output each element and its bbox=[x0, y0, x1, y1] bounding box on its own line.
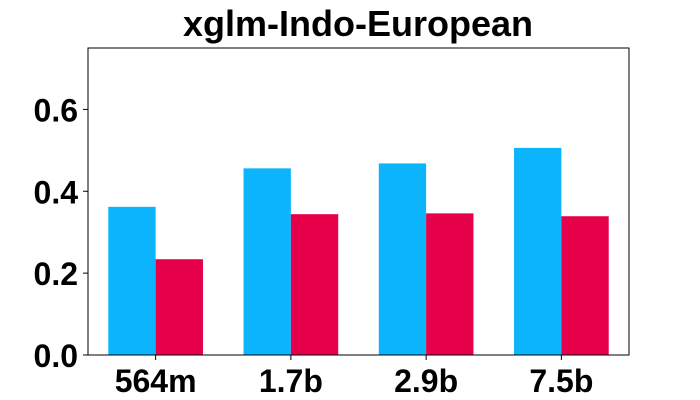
y-axis: 0.0 0.2 0.4 0.6 bbox=[34, 92, 88, 374]
x-tick-label: 2.9b bbox=[394, 363, 458, 399]
y-tick-label: 0.0 bbox=[34, 338, 78, 374]
x-tick-label: 1.7b bbox=[259, 363, 323, 399]
x-tick-label: 564m bbox=[115, 363, 197, 399]
bar-2.9b-series-1 bbox=[378, 163, 427, 355]
bar-564m-series-2 bbox=[155, 259, 203, 355]
y-tick-label: 0.4 bbox=[34, 174, 79, 210]
chart-title: xglm-Indo-European bbox=[183, 3, 533, 44]
bar-1.7b-series-1 bbox=[243, 168, 291, 355]
y-tick-label: 0.2 bbox=[34, 256, 78, 292]
bars-group bbox=[108, 147, 609, 355]
x-tick-label: 7.5b bbox=[529, 363, 593, 399]
bar-1.7b-series-2 bbox=[290, 214, 339, 355]
bar-7.5b-series-2 bbox=[561, 216, 609, 355]
y-tick-label: 0.6 bbox=[34, 92, 78, 128]
bar-7.5b-series-1 bbox=[514, 147, 562, 355]
bar-2.9b-series-2 bbox=[426, 213, 474, 355]
bar-564m-series-1 bbox=[108, 206, 156, 355]
plot-frame bbox=[87, 47, 630, 356]
x-axis: 564m 1.7b 2.9b 7.5b bbox=[115, 355, 593, 399]
